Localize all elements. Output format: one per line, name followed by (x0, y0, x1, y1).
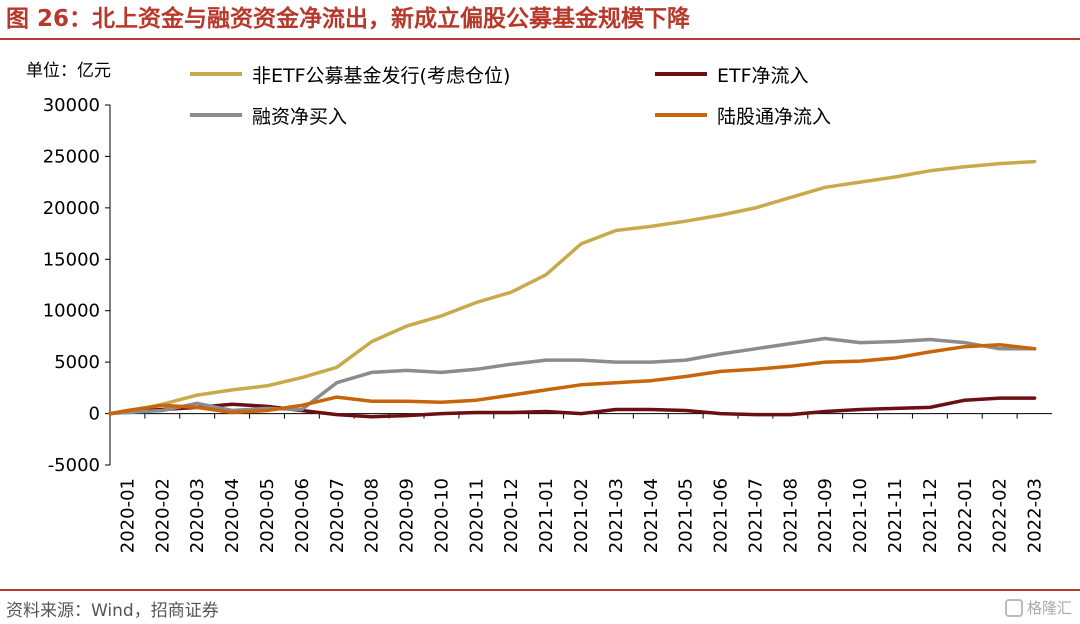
watermark-text: 格隆汇 (1026, 599, 1072, 617)
x-tick-label: 2021-05 (676, 478, 697, 553)
y-tick-label: 0 (89, 404, 100, 425)
source-note: 资料来源：Wind，招商证券 (6, 601, 219, 621)
x-tick-label: 2020-05 (257, 478, 278, 553)
watermark-logo-icon (1004, 598, 1023, 617)
x-tick-label: 2020-06 (292, 478, 313, 553)
x-tick-label: 2020-11 (466, 478, 487, 553)
x-tick-label: 2021-08 (780, 478, 801, 553)
y-tick-label: 5000 (54, 352, 100, 373)
watermark: 格隆汇 (1004, 597, 1072, 618)
y-tick-label: -5000 (48, 455, 100, 476)
series-line-4 (108, 342, 1037, 416)
x-tick-label: 2020-08 (362, 478, 383, 553)
x-tick-label: 2021-01 (536, 478, 557, 553)
x-tick-label: 2020-09 (397, 478, 418, 553)
series-line-1 (108, 159, 1037, 416)
x-tick-label: 2021-09 (815, 478, 836, 553)
x-tick-label: 2021-02 (571, 478, 592, 553)
series-line-3 (108, 336, 1037, 416)
title-rule (0, 38, 1080, 40)
x-tick-label: 2020-10 (431, 478, 452, 553)
x-tick-label: 2021-12 (920, 478, 941, 553)
x-tick-label: 2021-03 (606, 478, 627, 553)
x-tick-label: 2020-04 (222, 478, 243, 553)
unit-label: 单位：亿元 (26, 61, 111, 81)
x-tick-label: 2020-01 (117, 478, 138, 553)
x-tick-label: 2022-03 (1025, 478, 1046, 553)
x-tick-label: 2020-02 (152, 478, 173, 553)
x-tick-label: 2021-11 (885, 478, 906, 553)
x-tick-label: 2021-10 (850, 478, 871, 553)
source-rule (0, 589, 1080, 591)
y-tick-label: 25000 (43, 146, 100, 167)
figure-title: 图 26：北上资金与融资资金净流出，新成立偏股公募基金规模下降 (6, 6, 691, 32)
x-tick-label: 2020-03 (187, 478, 208, 553)
y-tick-label: 15000 (43, 249, 100, 270)
y-tick-label: 20000 (43, 198, 100, 219)
x-tick-label: 2022-02 (990, 478, 1011, 553)
x-tick-label: 2020-07 (327, 478, 348, 553)
x-tick-label: 2021-07 (745, 478, 766, 553)
series-line-2 (108, 396, 1037, 419)
x-tick-label: 2021-04 (641, 478, 662, 553)
x-tick-label: 2022-01 (955, 478, 976, 553)
y-tick-label: 30000 (43, 95, 100, 116)
x-tick-label: 2020-12 (501, 478, 522, 553)
x-tick-label: 2021-06 (711, 478, 732, 553)
y-tick-label: 10000 (43, 301, 100, 322)
